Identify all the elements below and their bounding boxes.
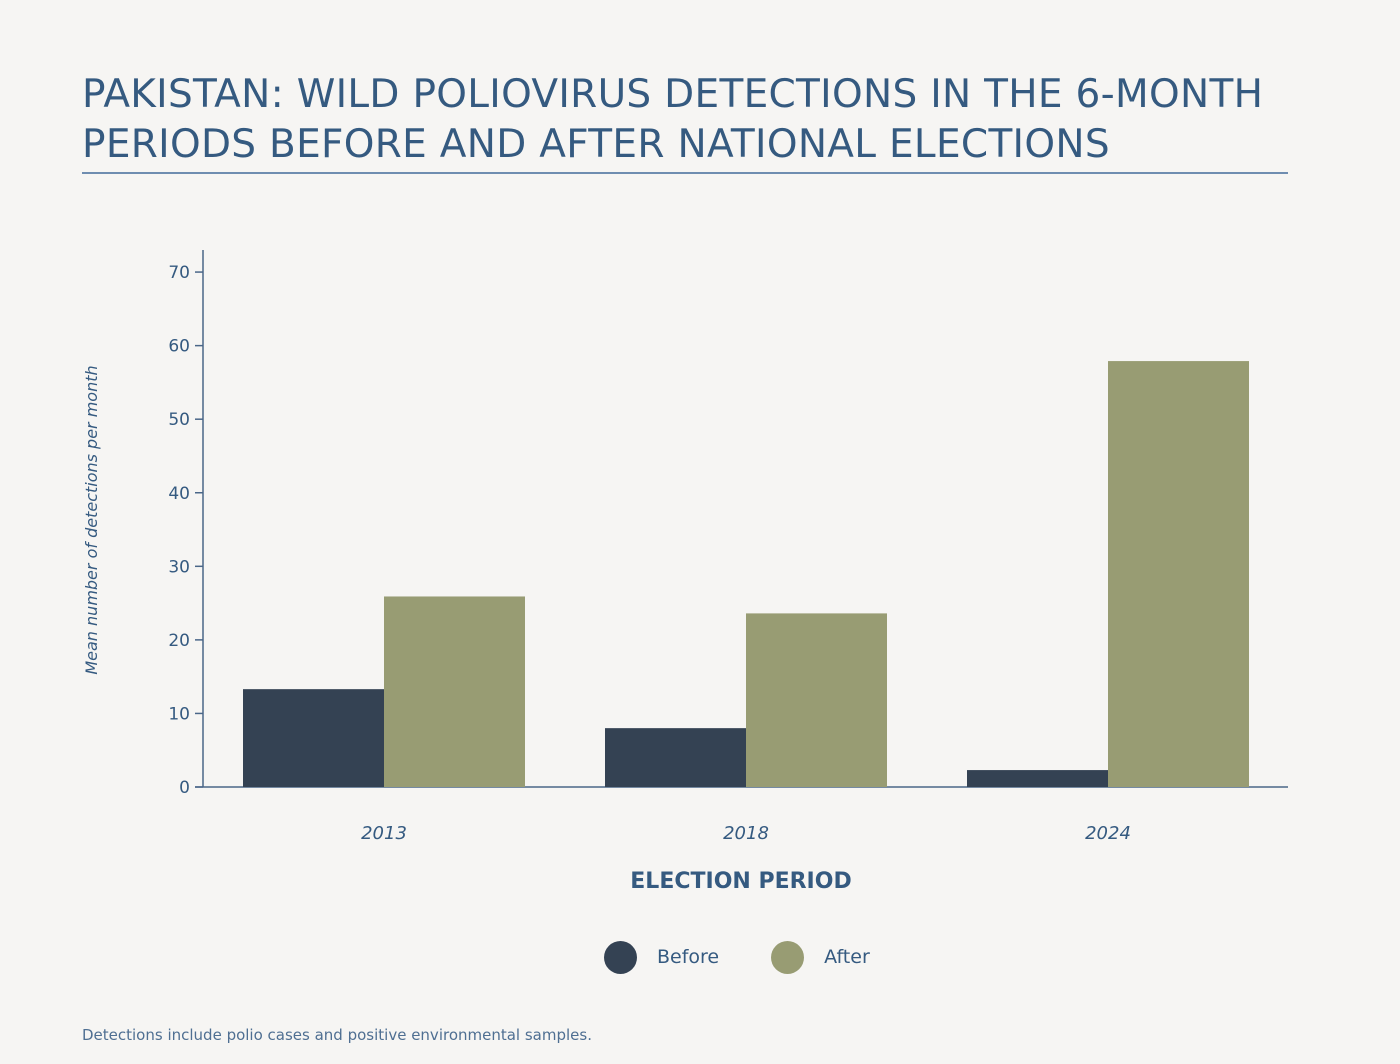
footnote: Detections include polio cases and posit… <box>82 1026 592 1044</box>
chart-title: PAKISTAN: WILD POLIOVIRUS DETECTIONS IN … <box>82 70 1322 170</box>
legend-swatch-before <box>604 940 637 974</box>
x-axis-label: ELECTION PERIOD <box>630 869 851 894</box>
y-tick-label: 30 <box>168 557 190 577</box>
x-tick-labels: 2013 2018 2024 <box>361 823 1131 844</box>
bar-before-2018 <box>605 728 746 787</box>
bar-chart: 2013 2018 2024 0 10 20 30 40 50 60 70 Mean number… <box>82 250 1288 894</box>
y-tick-label: 40 <box>168 484 190 504</box>
y-tick-label: 70 <box>168 263 190 283</box>
bar-after-2018 <box>746 613 887 787</box>
y-tick-label: 60 <box>168 337 190 357</box>
chart-title-line-2: PERIODS BEFORE AND AFTER NATIONAL ELECTI… <box>82 122 1110 167</box>
chart-title-line-1: PAKISTAN: WILD POLIOVIRUS DETECTIONS IN … <box>82 72 1264 117</box>
x-tick-label: 2024 <box>1085 823 1131 844</box>
y-axis-label: Mean number of detections per month <box>82 365 101 674</box>
y-tick-label: 0 <box>179 778 190 798</box>
legend-label-after: After <box>824 946 870 968</box>
x-tick-label: 2018 <box>723 823 769 844</box>
x-tick-label: 2013 <box>361 823 407 844</box>
legend-label-before: Before <box>657 946 720 968</box>
y-tick-label: 50 <box>168 410 190 430</box>
legend: Before After <box>604 940 922 974</box>
legend-swatch-after <box>771 940 805 974</box>
bar-after-2024 <box>1108 361 1249 787</box>
title-divider <box>82 172 1288 174</box>
bar-before-2024 <box>967 770 1108 787</box>
bar-after-2013 <box>384 596 525 787</box>
bar-before-2013 <box>243 689 384 787</box>
y-tick-label: 10 <box>168 704 190 724</box>
y-tick-label: 20 <box>168 631 190 651</box>
y-tick-labels: 0 10 20 30 40 50 60 70 <box>168 263 203 798</box>
legend-item-before: Before <box>604 940 720 974</box>
bars <box>243 361 1249 787</box>
legend-item-after: After <box>771 940 870 974</box>
